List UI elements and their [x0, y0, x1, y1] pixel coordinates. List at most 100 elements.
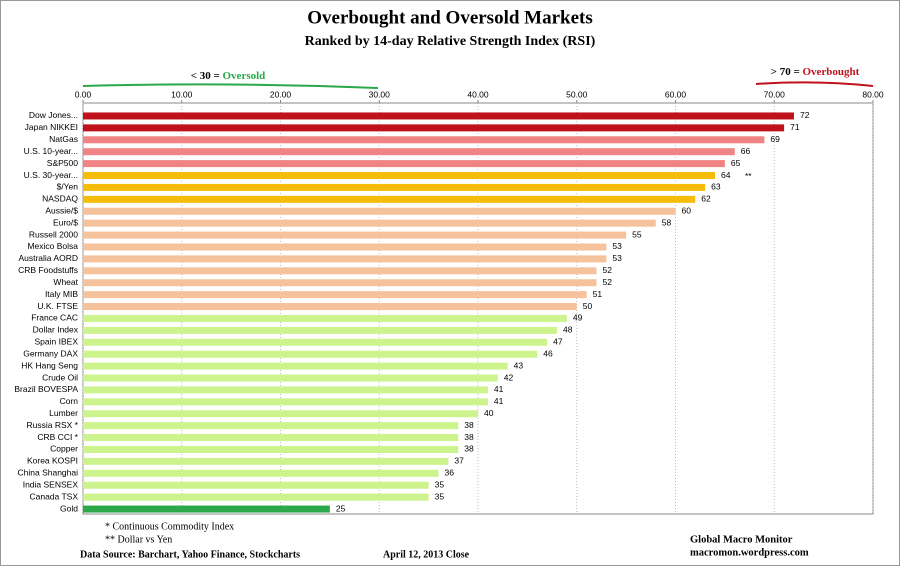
bar — [83, 386, 488, 394]
value-label: 51 — [593, 289, 603, 299]
x-tick-label: 40.00 — [467, 89, 489, 99]
y-tick-label: Mexico Bolsa — [27, 241, 78, 251]
value-label: 72 — [800, 110, 810, 120]
oversold-text: Oversold — [223, 70, 266, 82]
value-label: 63 — [711, 182, 721, 192]
y-tick-label: Dow Jones... — [29, 110, 78, 120]
oversold-line — [82, 83, 379, 89]
value-label: 55 — [632, 229, 642, 239]
bar — [83, 219, 656, 227]
y-tick-label: U.S. 30-year... — [24, 170, 78, 180]
bar — [83, 255, 607, 263]
value-label: 64 — [721, 170, 731, 180]
value-label: 41 — [494, 396, 504, 406]
bar — [83, 291, 587, 299]
footnote: ** Dollar vs Yen — [105, 534, 172, 545]
y-tick-label: Australia AORD — [18, 253, 78, 263]
bar — [83, 338, 548, 346]
bar — [83, 195, 696, 203]
bar — [83, 505, 330, 513]
bar — [83, 398, 488, 406]
y-tick-label: Copper — [50, 444, 78, 454]
oversold-label: < 30 = Oversold — [191, 70, 266, 82]
value-label: 47 — [553, 337, 563, 347]
y-tick-label: Canada TSX — [29, 491, 78, 501]
source: Data Source: Barchart, Yahoo Finance, St… — [80, 549, 300, 560]
value-label: 53 — [612, 241, 622, 251]
x-tick-label: 0.00 — [75, 89, 92, 99]
value-label: 65 — [731, 158, 741, 168]
date: April 12, 2013 Close — [383, 549, 470, 560]
value-label: 71 — [790, 122, 800, 132]
value-label: 58 — [662, 217, 672, 227]
y-tick-label: India SENSEX — [23, 479, 79, 489]
y-tick-label: HK Hang Seng — [21, 360, 78, 370]
bar — [83, 362, 508, 370]
bar — [83, 445, 459, 453]
bar — [83, 314, 567, 322]
overbought-label: > 70 = Overbought — [771, 66, 860, 78]
bar — [83, 183, 706, 191]
bar — [83, 434, 459, 442]
bar — [83, 481, 429, 489]
bar — [83, 124, 785, 132]
bar — [83, 112, 794, 120]
bar — [83, 326, 557, 334]
y-tick-label: Russell 2000 — [29, 229, 78, 239]
bar — [83, 422, 459, 430]
bar — [83, 172, 715, 180]
overbought-line — [755, 81, 874, 87]
value-label: 36 — [445, 468, 455, 478]
y-tick-label: NASDAQ — [42, 194, 78, 204]
value-label: 60 — [682, 206, 692, 216]
bar-note: ** — [745, 171, 752, 181]
y-tick-label: U.K. FTSE — [37, 301, 78, 311]
value-label: 66 — [741, 146, 751, 156]
overbought-text: Overbought — [802, 66, 859, 78]
value-label: 38 — [464, 420, 474, 430]
value-label: 52 — [603, 277, 613, 287]
value-label: 38 — [464, 444, 474, 454]
value-label: 53 — [612, 253, 622, 263]
bar — [83, 148, 735, 156]
y-tick-label: China Shanghai — [18, 468, 79, 478]
overbought-prefix: > 70 = — [771, 66, 803, 78]
bar — [83, 279, 597, 287]
bar — [83, 410, 478, 418]
y-tick-label: CRB CCI * — [37, 432, 78, 442]
y-tick-label: Gold — [60, 503, 78, 513]
y-tick-label: Korea KOSPI — [27, 456, 78, 466]
y-tick-label: Brazil BOVESPA — [14, 384, 78, 394]
y-tick-label: U.S. 10-year... — [24, 146, 78, 156]
x-tick-label: 70.00 — [764, 89, 786, 99]
x-tick-label: 30.00 — [369, 89, 391, 99]
y-tick-label: Italy MIB — [45, 289, 78, 299]
value-label: 46 — [543, 348, 553, 358]
oversold-prefix: < 30 = — [191, 70, 223, 82]
x-tick-label: 60.00 — [665, 89, 687, 99]
bar — [83, 457, 449, 465]
value-label: 52 — [603, 265, 613, 275]
x-tick-label: 10.00 — [171, 89, 193, 99]
value-label: 69 — [770, 134, 780, 144]
x-tick-label: 20.00 — [270, 89, 292, 99]
y-tick-label: Euro/$ — [53, 217, 78, 227]
value-label: 35 — [435, 491, 445, 501]
value-label: 25 — [336, 503, 346, 513]
chart-subtitle: Ranked by 14-day Relative Strength Index… — [305, 34, 596, 49]
y-tick-label: Aussie/$ — [45, 206, 78, 216]
y-tick-label: Wheat — [53, 277, 78, 287]
y-tick-label: Germany DAX — [23, 348, 78, 358]
y-tick-label: NatGas — [49, 134, 78, 144]
value-label: 38 — [464, 432, 474, 442]
x-tick-label: 50.00 — [566, 89, 588, 99]
bar — [83, 493, 429, 501]
chart-title: Overbought and Oversold Markets — [307, 7, 593, 28]
y-tick-label: Corn — [60, 396, 79, 406]
bar — [83, 231, 627, 239]
y-tick-label: Crude Oil — [42, 372, 78, 382]
bar — [83, 136, 765, 144]
bar — [83, 243, 607, 251]
y-tick-label: Japan NIKKEI — [25, 122, 78, 132]
footnote: * Continuous Commodity Index — [105, 521, 234, 532]
